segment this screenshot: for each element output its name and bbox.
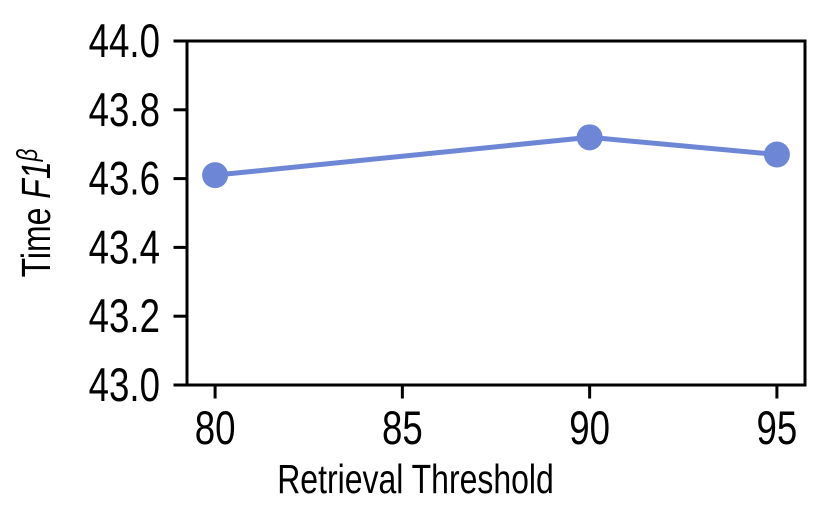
y-tick-label: 43.8 [89, 83, 160, 135]
y-axis-label: Time F1β [12, 148, 58, 277]
x-tick-label: 80 [195, 402, 236, 454]
x-axis-label: Retrieval Threshold [277, 456, 554, 502]
data-point [763, 141, 790, 168]
plot-border [185, 39, 807, 387]
data-line [212, 134, 780, 178]
data-point [576, 124, 603, 151]
y-tick-label: 44.0 [89, 15, 160, 67]
y-axis-label-part: F1 [13, 161, 59, 198]
x-tick-label: 85 [382, 402, 423, 454]
y-axis-label-part: Time [13, 199, 59, 278]
y-tick-label: 43.6 [89, 152, 160, 204]
y-axis-label-part: β [12, 148, 43, 162]
x-tick-label: 90 [569, 402, 610, 454]
y-tick-label: 43.2 [89, 290, 160, 342]
y-tick-label: 43.0 [89, 359, 160, 411]
x-tick-label: 95 [757, 402, 798, 454]
y-tick-label: 43.4 [89, 221, 160, 273]
data-point [202, 162, 229, 189]
